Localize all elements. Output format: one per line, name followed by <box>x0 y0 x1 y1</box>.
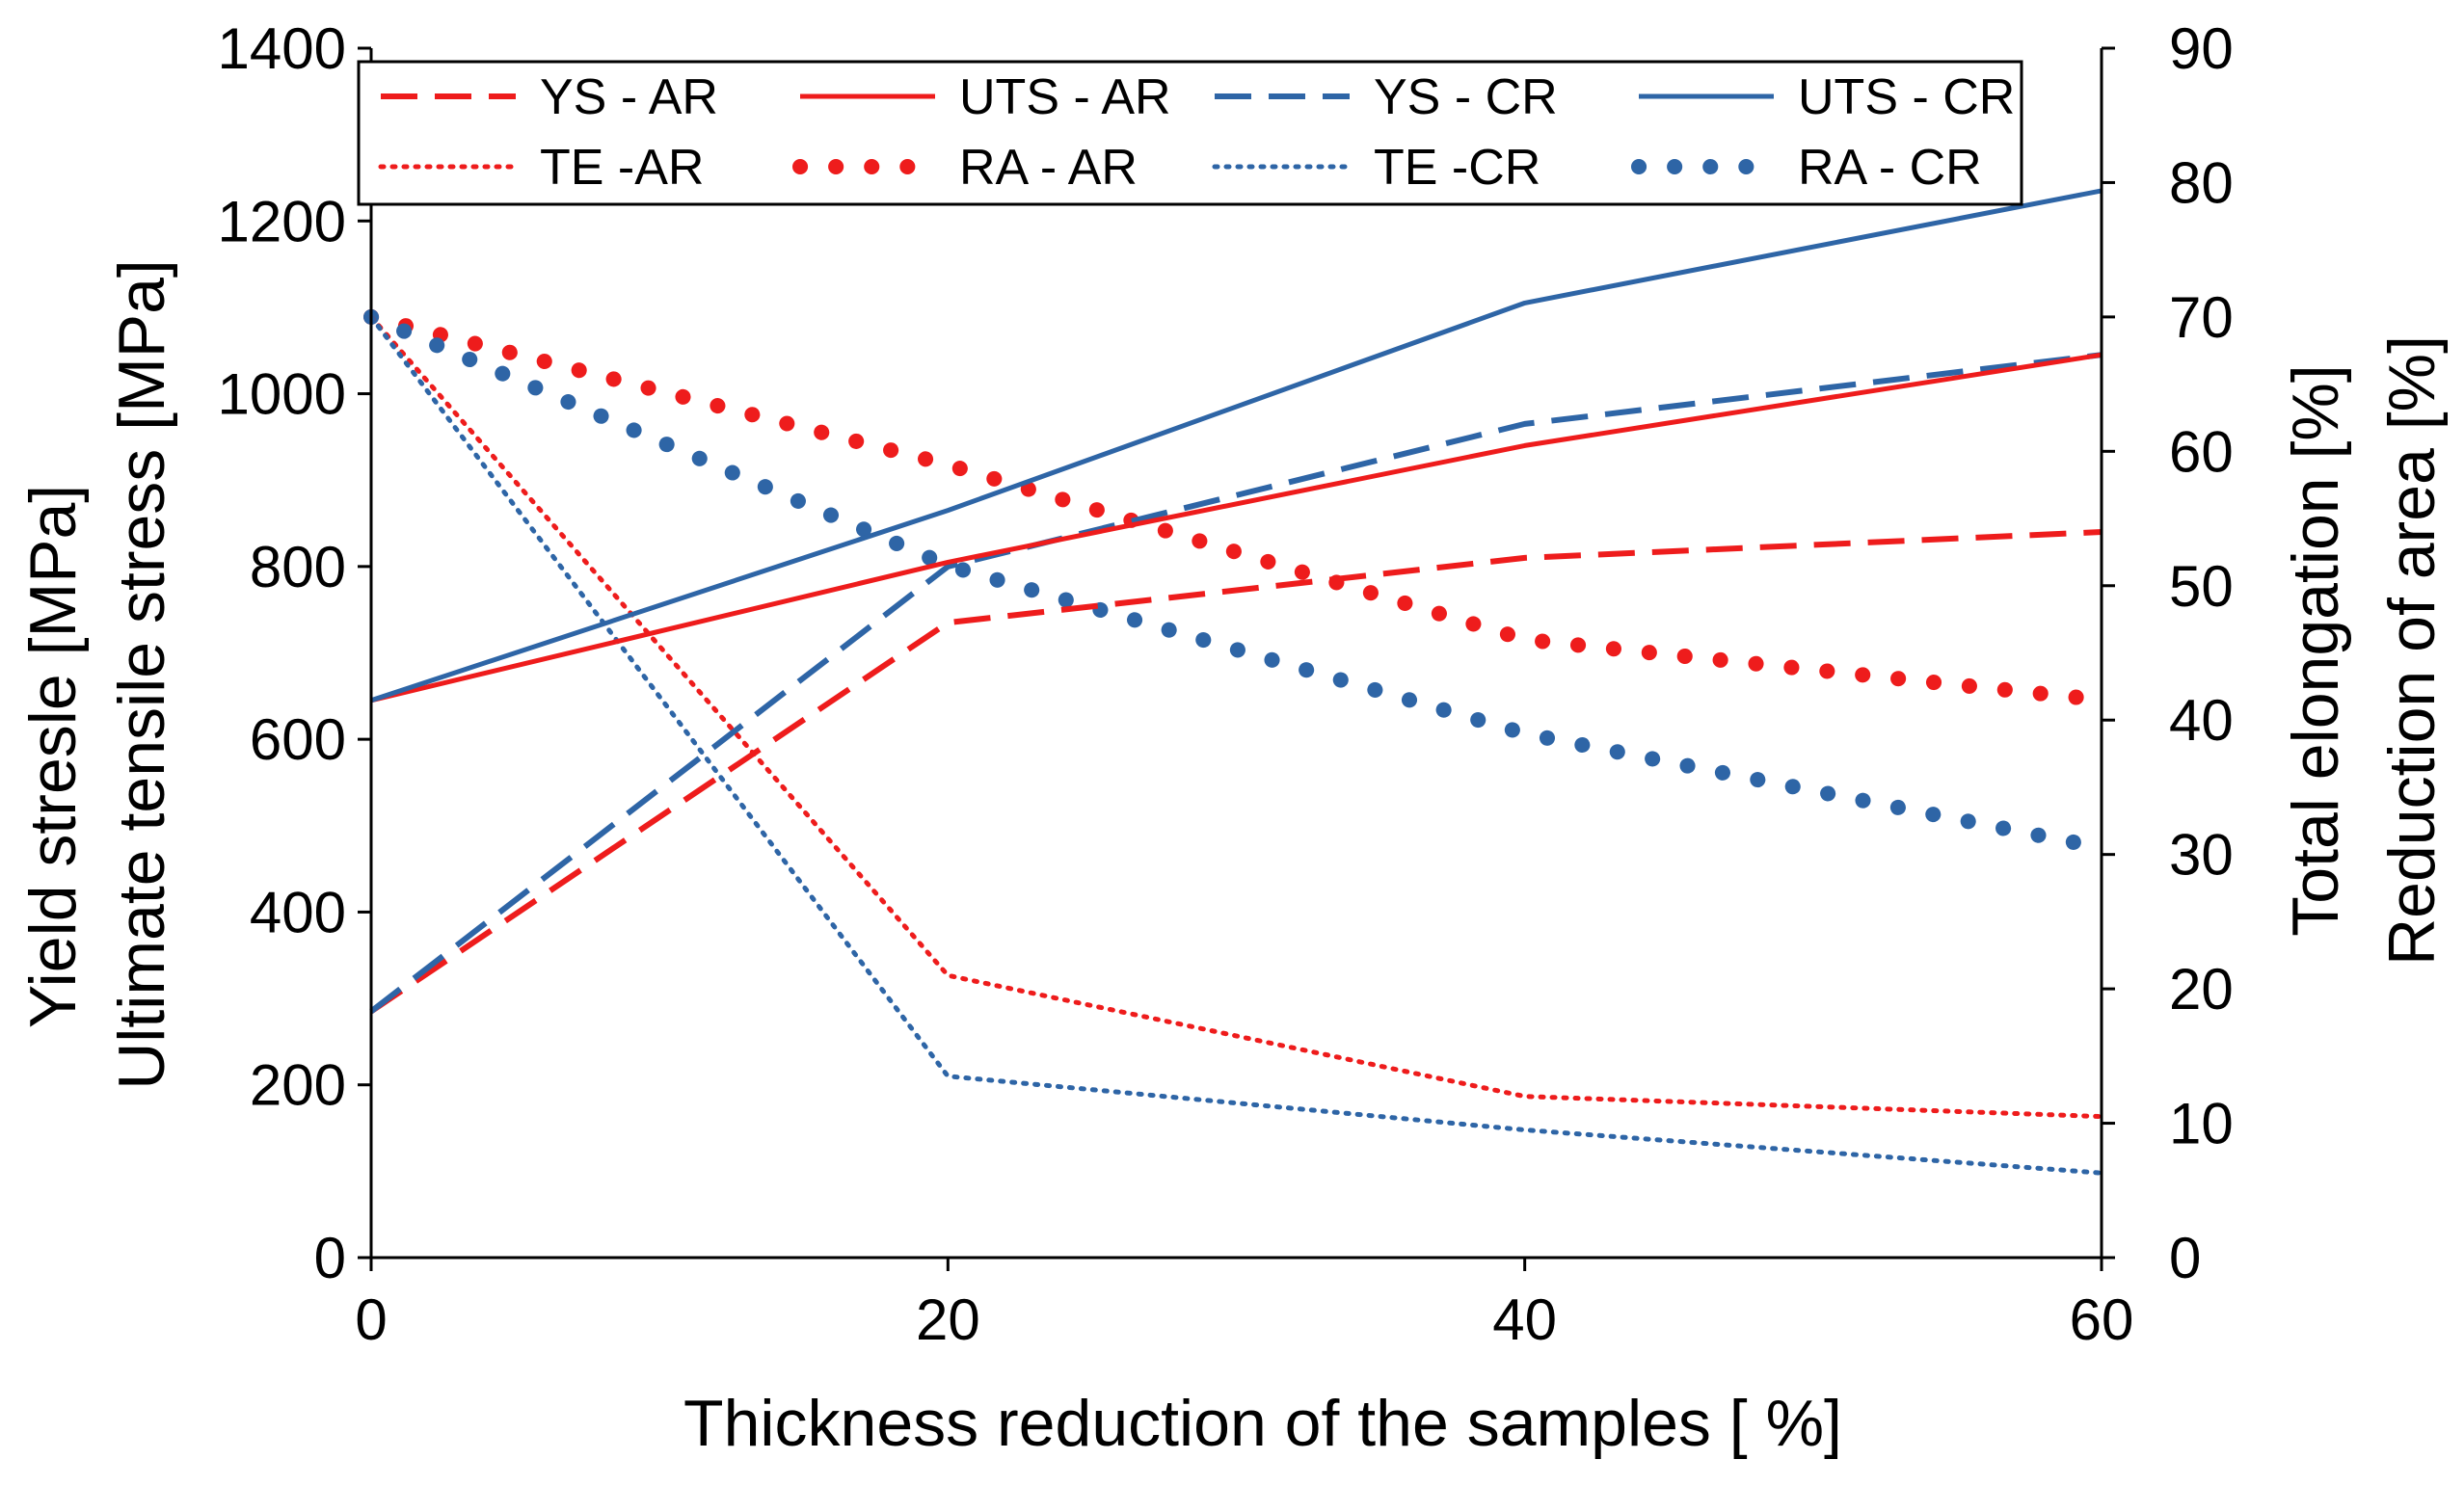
y-right-tick-label: 60 <box>2169 419 2234 484</box>
y-right-tick-label: 40 <box>2169 688 2234 753</box>
series-line-te-cr <box>368 314 2104 1176</box>
x-tick-label: 60 <box>2070 1287 2134 1352</box>
y-right-tick-label: 80 <box>2169 150 2234 215</box>
y-axis-label-right-2: Reduction of area [%] <box>2375 335 2449 966</box>
series-line-ys-ar <box>369 529 2102 1014</box>
legend-label: YS - CR <box>1374 69 1558 125</box>
series-line-uts-ar <box>370 352 2102 703</box>
y-right-tick-label: 50 <box>2169 554 2234 619</box>
legend-label: TE -AR <box>540 140 704 196</box>
legend-label: UTS - CR <box>1798 69 2015 125</box>
x-tick-label: 0 <box>355 1287 387 1352</box>
series-lines <box>363 188 2109 1176</box>
y-left-tick-label: 400 <box>250 880 346 944</box>
y-left-tick-label: 0 <box>314 1226 346 1290</box>
y-left-tick-label: 200 <box>250 1053 346 1118</box>
legend-label: UTS - AR <box>959 69 1171 125</box>
series-line-ra-ar <box>363 308 2109 708</box>
y-right-tick-label: 20 <box>2169 957 2234 1022</box>
series-line-ra-cr <box>363 308 2109 856</box>
legend: YS - AR UTS - AR YS - CR UTS - CR TE -AR RA -… <box>357 60 2023 206</box>
series-line-uts-cr <box>370 188 2102 703</box>
y-axis-label-left-1: Yield stresle [MPa] <box>16 485 90 1028</box>
y-left-tick-label: 1000 <box>218 362 346 427</box>
x-tick-label: 40 <box>1492 1287 1557 1352</box>
y-axis-label-left-2: Ultimate tensile stress [MPa] <box>105 259 178 1090</box>
y-left-tick-label: 1200 <box>218 189 346 253</box>
legend-label: YS - AR <box>540 69 718 125</box>
y-axis-label-right-1: Total elongation [%] <box>2279 364 2352 937</box>
y-left-tick-label: 600 <box>250 707 346 772</box>
y-right-tick-label: 10 <box>2169 1092 2234 1156</box>
y-right-tick-label: 30 <box>2169 823 2234 888</box>
legend-label: RA - AR <box>959 140 1138 196</box>
legend-box <box>357 60 2023 206</box>
y-right-tick-label: 70 <box>2169 285 2234 350</box>
legend-label: TE -CR <box>1374 140 1540 196</box>
legend-label: RA - CR <box>1798 140 1982 196</box>
series-line-te-ar <box>368 314 2104 1120</box>
x-tick-label: 20 <box>916 1287 980 1352</box>
x-axis-label: Thickness reduction of the samples [ %] <box>683 1387 1842 1460</box>
y-left-tick-label: 800 <box>250 535 346 599</box>
y-right-tick-label: 0 <box>2169 1226 2201 1290</box>
y-left-tick-label: 1400 <box>218 16 346 81</box>
y-right-tick-label: 90 <box>2169 16 2234 81</box>
axes: 0 20 40 60020040060080010001200140001020304… <box>218 16 2234 1352</box>
